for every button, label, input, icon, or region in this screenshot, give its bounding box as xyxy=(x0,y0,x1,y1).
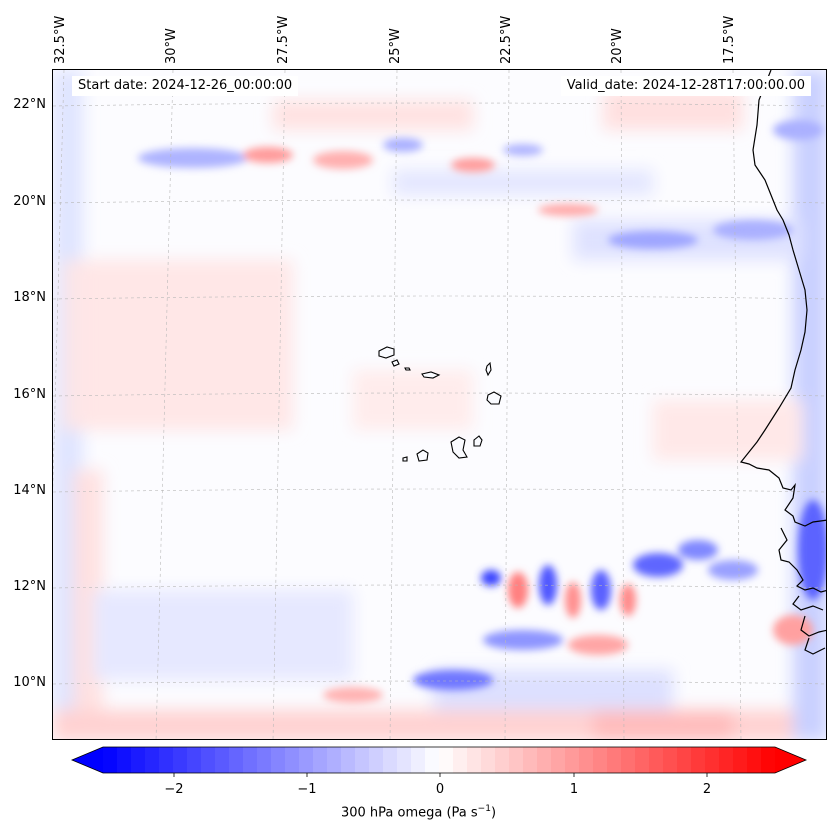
colorbar-title-prefix: 300 hPa omega (Pa s xyxy=(340,805,478,821)
colorbar-segment xyxy=(719,747,734,773)
colorbar-segment xyxy=(453,747,468,773)
omega-field-map xyxy=(53,70,826,739)
colorbar-segment xyxy=(635,747,650,773)
colorbar-segment xyxy=(621,747,636,773)
colorbar-segment xyxy=(411,747,426,773)
lat-tick-label: 14°N xyxy=(13,483,46,498)
colorbar-segment xyxy=(607,747,622,773)
colorbar-tick-label: −2 xyxy=(164,782,184,797)
colorbar-segment xyxy=(131,747,146,773)
colorbar-segment xyxy=(383,747,398,773)
lat-tick-label: 18°N xyxy=(13,290,46,305)
colorbar-tick-label: 1 xyxy=(569,782,579,797)
colorbar-segment xyxy=(579,747,594,773)
colorbar-segment xyxy=(705,747,720,773)
graticule xyxy=(53,70,826,739)
colorbar-segment xyxy=(467,747,482,773)
colorbar-title-exponent: −1 xyxy=(477,804,491,814)
colorbar-segment xyxy=(117,747,132,773)
colorbar-segment xyxy=(439,747,454,773)
colorbar-segment xyxy=(341,747,356,773)
colorbar-extend-min xyxy=(72,747,103,773)
colorbar-extend-max xyxy=(775,747,806,773)
colorbar-segment xyxy=(761,747,776,773)
colorbar-segment xyxy=(397,747,412,773)
colorbar-segment xyxy=(257,747,272,773)
lat-tick-label: 22°N xyxy=(13,97,46,112)
omega-field-cells xyxy=(138,120,826,703)
cape-verde-islands xyxy=(378,346,502,462)
lat-tick-label: 16°N xyxy=(13,387,46,402)
colorbar-segment xyxy=(523,747,538,773)
coastline xyxy=(739,70,826,655)
colorbar-outline xyxy=(70,746,808,774)
colorbar-segment xyxy=(747,747,762,773)
colorbar-segment xyxy=(481,747,496,773)
colorbar-tick-label: 2 xyxy=(702,782,712,797)
colorbar-segment xyxy=(551,747,566,773)
colorbar-title: 300 hPa omega (Pa s−1) xyxy=(0,804,837,820)
colorbar-segment xyxy=(103,747,118,773)
colorbar-segment xyxy=(355,747,370,773)
colorbar-segment xyxy=(159,747,174,773)
colorbar-segment xyxy=(733,747,748,773)
lat-tick-label: 12°N xyxy=(13,579,46,594)
colorbar-tick-label: 0 xyxy=(435,782,445,797)
colorbar-segment xyxy=(537,747,552,773)
colorbar-segment xyxy=(243,747,258,773)
colorbar-segment xyxy=(649,747,664,773)
colorbar-segment xyxy=(187,747,202,773)
valid-date-label: Valid_date: 2024-12-28T17:00:00.00 xyxy=(560,76,811,96)
colorbar-segment xyxy=(313,747,328,773)
colorbar-segments xyxy=(72,747,806,773)
colorbar-segment xyxy=(425,747,440,773)
colorbar-segment xyxy=(215,747,230,773)
colorbar-segment xyxy=(677,747,692,773)
colorbar-segment xyxy=(299,747,314,773)
colorbar-title-suffix: ) xyxy=(490,805,497,821)
map-panel[interactable] xyxy=(52,69,827,740)
start-date-label: Start date: 2024-12-26_00:00:00 xyxy=(72,76,299,96)
colorbar-segment xyxy=(229,747,244,773)
colorbar-segment xyxy=(271,747,286,773)
lat-tick-label: 10°N xyxy=(13,675,46,690)
lat-tick-label: 20°N xyxy=(13,194,46,209)
colorbar-tick-marks xyxy=(173,773,708,777)
omega-field-shading xyxy=(53,70,826,739)
colorbar-segment xyxy=(201,747,216,773)
colorbar-segment xyxy=(369,747,384,773)
colorbar-segment xyxy=(285,747,300,773)
colorbar-segment xyxy=(327,747,342,773)
colorbar-tick-label: −1 xyxy=(297,782,317,797)
colorbar-segment xyxy=(691,747,706,773)
colorbar-segment xyxy=(509,747,524,773)
colorbar-segment xyxy=(593,747,608,773)
colorbar-segment xyxy=(495,747,510,773)
colorbar-segment xyxy=(565,747,580,773)
colorbar-segment xyxy=(663,747,678,773)
colorbar xyxy=(70,746,808,777)
colorbar-segment xyxy=(145,747,160,773)
colorbar-segment xyxy=(173,747,188,773)
